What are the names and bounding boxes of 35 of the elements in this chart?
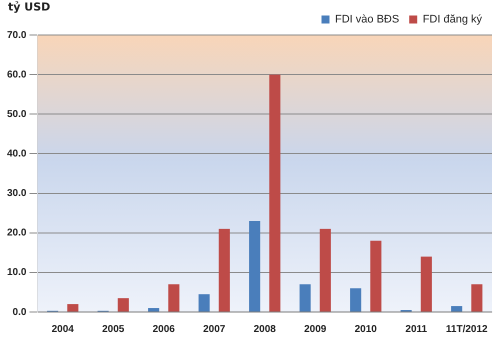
y-tick-label: 40.0 [6, 148, 27, 160]
x-tick-label: 2004 [52, 324, 74, 335]
bar [320, 228, 331, 312]
bar [451, 306, 462, 312]
y-tick-label: 10.0 [6, 267, 27, 278]
bar [420, 256, 432, 312]
y-tick-label: 50.0 [6, 108, 27, 120]
bar [168, 284, 180, 312]
x-tick-label: 2008 [254, 324, 276, 335]
x-tick-label: 2010 [354, 324, 378, 335]
y-tick-label: 70.0 [6, 30, 27, 41]
x-tick-label: 2006 [152, 324, 176, 335]
bar [300, 284, 311, 312]
bar [67, 304, 78, 312]
x-tick-label: 2005 [102, 324, 125, 335]
x-tick-label: 11T/2012 [446, 324, 488, 335]
bar [218, 228, 230, 312]
bar [148, 308, 160, 312]
bar [118, 298, 129, 312]
y-tick-label: 20.0 [6, 228, 27, 239]
bar [471, 284, 482, 312]
y-tick-label: 60.0 [6, 69, 27, 80]
bar [269, 74, 280, 312]
x-tick-label: 2007 [203, 324, 226, 335]
x-tick-label: 2009 [304, 324, 327, 335]
bar [249, 220, 260, 312]
legend-label: FDI vào BĐS [335, 14, 400, 26]
y-axis-title: tỷ USD [8, 0, 50, 14]
bar [198, 294, 210, 312]
y-tick-label: 30.0 [6, 188, 27, 200]
legend-label: FDI đăng ký [422, 14, 482, 26]
x-tick-label: 2011 [405, 324, 428, 335]
bar [350, 288, 362, 312]
bar [370, 240, 382, 312]
y-tick-label: 0.0 [12, 306, 27, 318]
